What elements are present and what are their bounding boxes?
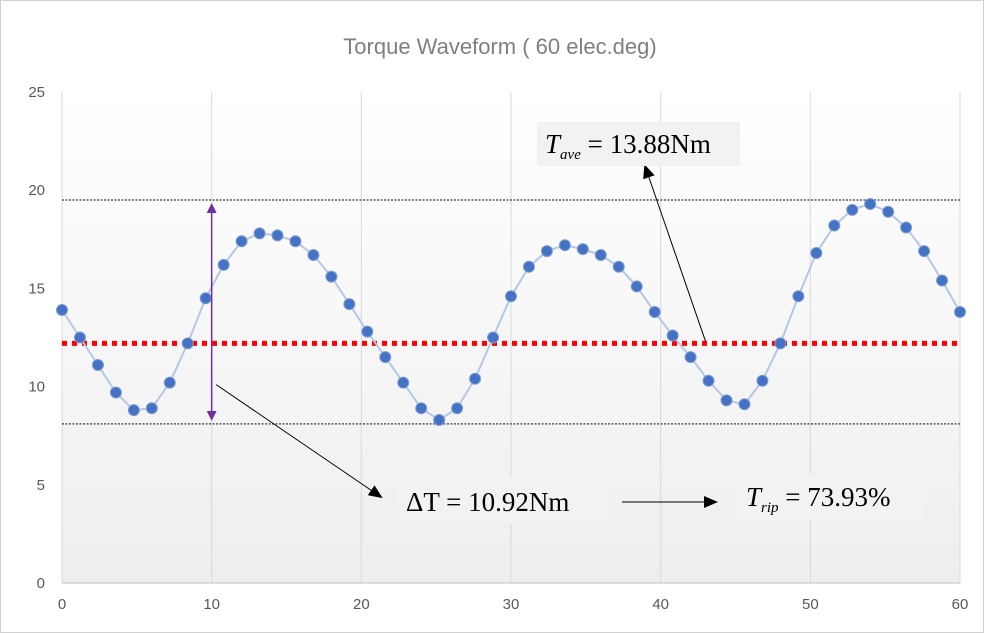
x-tick-label: 60	[952, 596, 969, 613]
data-point	[487, 331, 500, 344]
data-point	[846, 203, 859, 216]
t-ave-subscript: ave	[560, 147, 581, 163]
data-point	[145, 402, 158, 415]
data-point	[648, 305, 661, 318]
data-point	[307, 249, 320, 262]
data-point	[325, 270, 338, 283]
data-point	[505, 290, 517, 303]
data-point	[594, 249, 607, 262]
data-point	[91, 358, 104, 371]
data-point	[253, 227, 266, 240]
y-tick-label: 5	[37, 477, 45, 494]
data-point	[361, 325, 374, 338]
data-point	[558, 239, 571, 252]
data-point	[666, 329, 679, 342]
y-tick-label: 10	[28, 379, 45, 396]
x-tick-label: 10	[203, 596, 220, 613]
t-ave-label-box	[537, 122, 740, 166]
data-point	[900, 221, 913, 234]
data-point	[954, 305, 966, 318]
reference-lines	[62, 199, 960, 425]
t-rip-symbol: T	[746, 482, 763, 512]
y-tick-label: 0	[37, 575, 45, 592]
data-point	[73, 331, 86, 344]
delta-t-label: ΔT = 10.92Nm	[406, 487, 569, 517]
data-point	[864, 197, 877, 210]
t-rip-label-box	[738, 474, 924, 520]
data-point	[271, 229, 284, 242]
data-point	[415, 402, 428, 415]
t-ave-pointer-arrow	[643, 164, 707, 342]
x-tick-label: 50	[802, 596, 819, 613]
data-point	[918, 245, 931, 258]
delta-t-label-box	[398, 478, 608, 524]
data-point	[612, 260, 625, 273]
y-tick-label: 15	[28, 280, 45, 297]
data-point	[576, 243, 589, 256]
data-point	[127, 404, 140, 417]
series-torque	[56, 197, 966, 426]
data-point	[163, 376, 176, 389]
t-rip-value: = 73.93%	[779, 482, 891, 512]
axes: 0 10 20 30 40 50 60 0 5 10 15 20 25	[28, 84, 968, 613]
x-tick-label: 30	[503, 596, 520, 613]
data-point	[630, 280, 643, 293]
data-point	[684, 351, 697, 364]
data-point	[379, 351, 392, 364]
y-tick-label: 20	[28, 182, 45, 199]
data-point	[738, 398, 751, 411]
data-point	[199, 292, 212, 305]
data-point	[792, 290, 805, 303]
delta-t-pointer-arrow	[215, 384, 383, 499]
data-point	[397, 376, 410, 389]
t-rip-label: Trip = 73.93%	[746, 482, 891, 516]
data-point	[433, 413, 446, 426]
data-point	[109, 386, 122, 399]
data-point	[702, 374, 715, 387]
x-tick-label: 20	[353, 596, 370, 613]
chart-title: Torque Waveform ( 60 elec.deg)	[343, 34, 656, 59]
data-point	[936, 274, 949, 287]
t-ave-label: Tave = 13.88Nm	[545, 129, 711, 163]
data-point	[181, 337, 194, 350]
data-point	[540, 245, 553, 258]
data-point	[289, 235, 302, 248]
x-tick-label: 0	[58, 596, 66, 613]
data-point	[882, 205, 895, 218]
data-point	[720, 394, 733, 407]
annotation-arrows	[206, 164, 718, 508]
data-point	[343, 298, 356, 311]
t-ave-value: = 13.88Nm	[581, 129, 711, 159]
data-point	[217, 258, 230, 271]
data-point	[469, 372, 482, 385]
data-point	[56, 304, 68, 317]
t-rip-subscript: rip	[761, 500, 779, 516]
x-tick-label: 40	[652, 596, 669, 613]
data-point	[451, 402, 464, 415]
data-point	[810, 247, 823, 260]
data-point	[828, 219, 841, 232]
t-ave-symbol: T	[545, 129, 562, 159]
data-point	[235, 235, 248, 248]
y-tick-label: 25	[28, 84, 45, 101]
data-point	[522, 260, 535, 273]
data-point	[756, 374, 769, 387]
data-point	[774, 337, 787, 350]
